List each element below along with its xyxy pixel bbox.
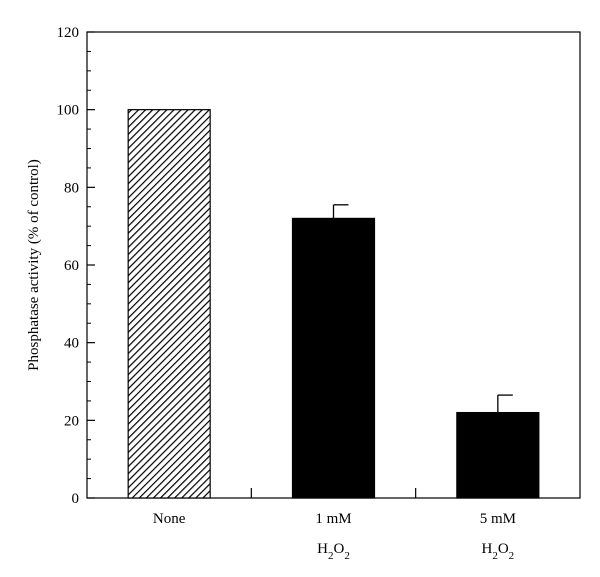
category-labels: None 1 mM H2O2 5 mM H2O2 (153, 511, 516, 562)
x-category-label: None (153, 511, 186, 527)
y-tick-label: 0 (72, 491, 80, 507)
y-axis-title: Phosphatase activity (% of control) (26, 159, 42, 371)
x-category-label-line2: H2O2 (481, 541, 514, 562)
y-tick-label: 40 (64, 336, 79, 352)
bar (291, 217, 376, 499)
y-tick-label: 120 (57, 25, 80, 41)
y-tick-label: 60 (64, 258, 79, 274)
y-tick-label: 100 (57, 103, 80, 119)
x-axis (250, 488, 417, 498)
y-tick-label: 80 (64, 180, 79, 196)
bars (127, 109, 540, 499)
bar (127, 109, 211, 499)
x-category-label-line2: H2O2 (317, 541, 350, 562)
x-category-label: 1 mM (315, 511, 351, 527)
y-axis: 0 20 40 60 80 100 120 (57, 25, 95, 507)
bar (456, 411, 540, 499)
x-category-label: 5 mM (480, 511, 516, 527)
y-tick-label: 20 (64, 413, 79, 429)
